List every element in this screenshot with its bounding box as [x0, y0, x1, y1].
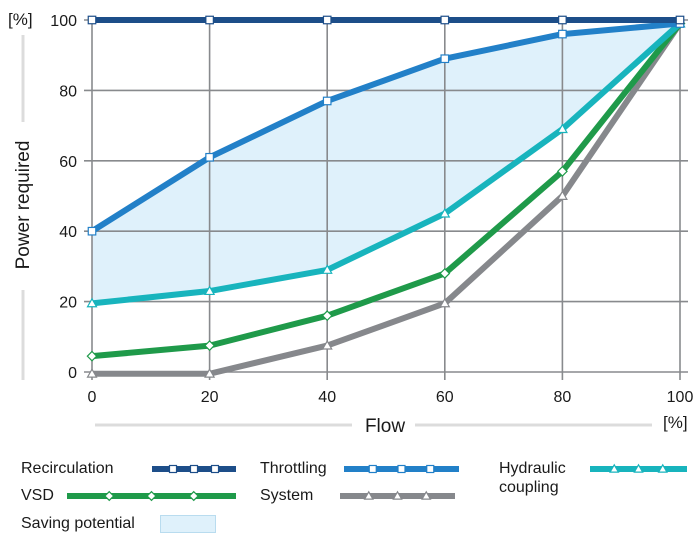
legend-swatch [340, 490, 455, 500]
data-point-hydraulic-coupling [86, 297, 98, 308]
x-axis-unit: [%] [663, 413, 688, 432]
x-tick-label: 0 [88, 389, 97, 406]
data-point-recirculation [205, 15, 214, 25]
legend-swatch [152, 464, 236, 474]
y-tick-label: 80 [59, 83, 77, 100]
data-point-throttling [205, 152, 214, 162]
legend-swatch [590, 463, 687, 473]
data-point-recirculation [675, 15, 685, 25]
series-line-vsd [91, 21, 683, 360]
legend-marker [421, 490, 432, 500]
legend-marker [609, 463, 620, 473]
x-tick-label: 100 [667, 389, 694, 406]
legend-marker [368, 464, 377, 474]
legend-marker [168, 464, 178, 474]
x-tick-label: 40 [318, 389, 336, 406]
legend-marker [657, 463, 668, 473]
legend-marker [210, 464, 220, 474]
legend-marker [426, 464, 435, 474]
data-point-system [321, 339, 333, 350]
data-point-vsd [86, 350, 98, 362]
y-tick-label: 60 [59, 154, 77, 171]
data-point-system [86, 368, 98, 378]
legend-marker [104, 490, 115, 502]
legend-item-saving-potential: Saving potential [21, 514, 218, 554]
data-point-vsd [556, 165, 568, 177]
fill-layer [92, 23, 680, 304]
legend-marker [397, 464, 406, 474]
legend-marker [188, 490, 199, 502]
legend-marker [392, 490, 403, 500]
data-point-throttling [440, 54, 450, 64]
data-point-vsd [321, 310, 333, 322]
y-tick-label: 100 [50, 13, 77, 30]
legend-label: Saving potential [21, 515, 135, 532]
data-point-system [556, 190, 568, 200]
data-point-throttling [87, 226, 97, 236]
legend-marker [146, 490, 157, 502]
legend-swatch [344, 464, 459, 474]
legend-swatch [160, 515, 216, 533]
data-point-hydraulic-coupling [556, 123, 568, 134]
legend-item-throttling: Throttling [260, 459, 461, 499]
legend-label: VSD [21, 487, 54, 504]
y-tick-label: 0 [68, 365, 77, 382]
series-layer [86, 15, 686, 378]
legend-item-hydraulic-coupling: Hydraulic coupling [499, 459, 689, 499]
data-point-system [439, 297, 451, 308]
legend-label: System [260, 487, 314, 504]
y-tick-label: 20 [59, 295, 77, 312]
legend-marker [363, 490, 374, 500]
saving-potential-area [92, 23, 680, 304]
data-point-vsd [204, 340, 216, 352]
data-point-recirculation [440, 15, 450, 25]
x-tick-label: 20 [201, 389, 219, 406]
x-tick-label: 80 [554, 389, 572, 406]
data-point-hydraulic-coupling [204, 285, 216, 296]
text-layer: [%] Power required Flow [%] 0 20 40 60 80 100… [8, 10, 693, 437]
x-tick-label: 60 [436, 389, 454, 406]
data-point-throttling [322, 96, 332, 106]
legend-item-recirculation: Recirculation [21, 459, 238, 499]
legend-label: Throttling [260, 460, 327, 477]
data-point-recirculation [322, 15, 332, 25]
series-line-throttling [90, 20, 681, 234]
x-axis-label: Flow [365, 416, 405, 437]
data-point-vsd [439, 267, 451, 279]
legend-swatch [67, 490, 236, 502]
legend-label: Recirculation [21, 460, 114, 477]
data-point-recirculation [558, 15, 567, 25]
legend-label: Hydraulic coupling [499, 460, 566, 496]
legend-marker [189, 464, 199, 474]
legend-item-system: System [260, 486, 457, 526]
legend-marker [633, 463, 644, 473]
data-point-recirculation [87, 15, 97, 25]
legend-item-vsd: VSD [21, 486, 238, 526]
data-point-system [204, 368, 216, 378]
y-axis-label: Power required [13, 141, 34, 270]
y-axis-unit: [%] [8, 10, 33, 29]
series-line-system [92, 21, 683, 377]
y-tick-label: 40 [59, 224, 77, 241]
data-point-hydraulic-coupling [439, 207, 451, 218]
data-point-hydraulic-coupling [321, 264, 333, 274]
chart-canvas: [%] Power required Flow [%] 0 20 40 60 80 100… [8, 10, 693, 437]
series-line-hydraulic-coupling [91, 21, 683, 307]
data-point-throttling [558, 29, 567, 39]
